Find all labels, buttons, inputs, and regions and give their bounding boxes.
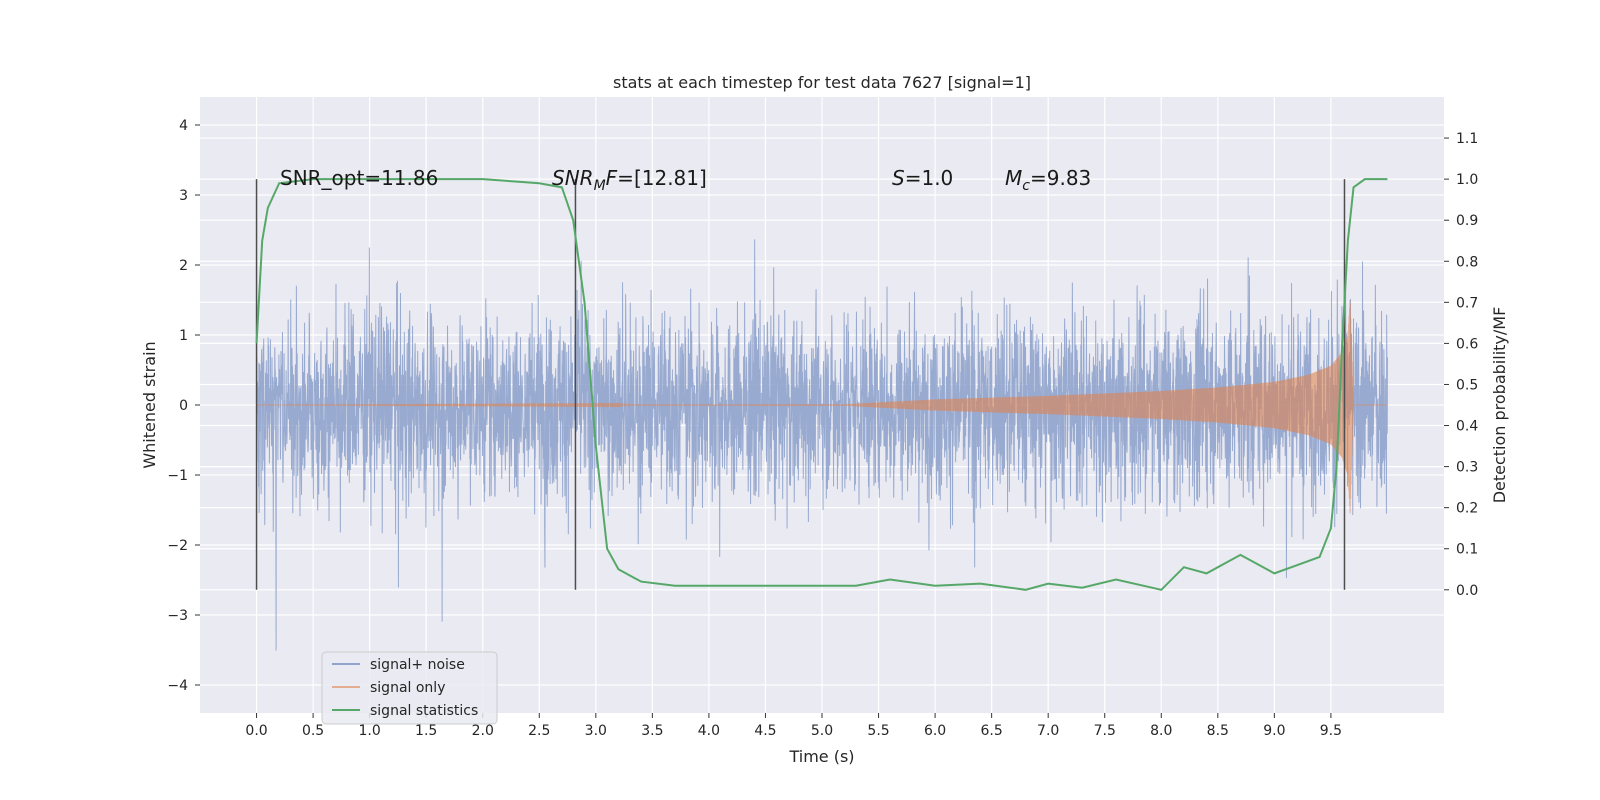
legend-label-stats: signal statistics bbox=[370, 703, 478, 719]
x-tick-label: 7.0 bbox=[1037, 723, 1059, 739]
right-axis-ticks: 0.0 0.1 0.2 0.3 0.4 0.5 0.6 0.7 0.8 0.9 1.0 1.1 bbox=[1444, 131, 1478, 599]
x-axis-ticks: 0.0 0.5 1.0 1.5 2.0 2.5 3.0 3.5 4.0 4.5 5.0 5.5 6.0 6… bbox=[245, 713, 1342, 739]
annotation-s-value: 1.0 bbox=[921, 166, 953, 190]
right-tick-label: 0.5 bbox=[1456, 377, 1478, 393]
x-tick-label: 8.5 bbox=[1207, 723, 1229, 739]
x-tick-label: 8.0 bbox=[1150, 723, 1172, 739]
chart-title: stats at each timestep for test data 762… bbox=[613, 73, 1031, 92]
series-signal-plus-noise bbox=[256, 239, 1388, 651]
right-tick-label: 0.0 bbox=[1456, 583, 1478, 599]
legend-box bbox=[321, 651, 498, 725]
right-tick-label: 0.6 bbox=[1456, 336, 1478, 352]
annotation-mc-value: 9.83 bbox=[1047, 166, 1092, 190]
x-axis-label: Time (s) bbox=[788, 747, 854, 766]
y-tick-label: −4 bbox=[167, 678, 188, 694]
annotation-snr-mf-value: [12.81] bbox=[634, 166, 707, 190]
y-tick-label: −3 bbox=[167, 608, 188, 624]
x-tick-label: 3.5 bbox=[641, 723, 663, 739]
y-axis-label: Whitened strain bbox=[140, 341, 159, 468]
y-tick-label: −1 bbox=[167, 468, 188, 484]
x-tick-label: 1.0 bbox=[359, 723, 381, 739]
x-tick-label: 2.5 bbox=[528, 723, 550, 739]
right-tick-label: 0.8 bbox=[1456, 254, 1478, 270]
x-tick-label: 5.5 bbox=[867, 723, 889, 739]
x-tick-label: 0.5 bbox=[302, 723, 324, 739]
x-tick-label: 6.0 bbox=[924, 723, 946, 739]
y-tick-label: 4 bbox=[179, 118, 188, 134]
y-tick-label: 3 bbox=[179, 188, 188, 204]
y-tick-label: −2 bbox=[167, 538, 188, 554]
annotation-snr-mf: SNRMF=[12.81] bbox=[552, 166, 707, 194]
y-tick-label: 0 bbox=[179, 398, 188, 414]
series-signal-only bbox=[256, 300, 1388, 514]
x-tick-label: 0.0 bbox=[245, 723, 267, 739]
x-tick-label: 2.0 bbox=[472, 723, 494, 739]
right-tick-label: 1.1 bbox=[1456, 131, 1478, 147]
legend-label-signal: signal only bbox=[370, 680, 445, 696]
vertical-markers bbox=[255, 179, 1346, 590]
annotation-mc: Mc=9.83 bbox=[1005, 166, 1091, 194]
x-tick-label: 9.5 bbox=[1320, 723, 1342, 739]
x-tick-label: 4.5 bbox=[754, 723, 776, 739]
right-axis-label: Detection probability/MF bbox=[1490, 307, 1509, 504]
right-tick-label: 0.7 bbox=[1456, 295, 1478, 311]
right-tick-label: 0.4 bbox=[1456, 419, 1478, 435]
x-tick-label: 1.5 bbox=[415, 723, 437, 739]
right-tick-label: 0.2 bbox=[1456, 501, 1478, 517]
x-tick-label: 9.0 bbox=[1263, 723, 1285, 739]
x-tick-label: 5.0 bbox=[811, 723, 833, 739]
x-tick-label: 3.0 bbox=[585, 723, 607, 739]
legend-label-noise: signal+ noise bbox=[370, 657, 465, 673]
legend: signal+ noise signal only signal statist… bbox=[321, 651, 498, 725]
right-tick-label: 1.0 bbox=[1456, 172, 1478, 188]
x-tick-label: 6.5 bbox=[981, 723, 1003, 739]
x-tick-label: 7.5 bbox=[1094, 723, 1116, 739]
y-tick-label: 1 bbox=[179, 328, 188, 344]
right-tick-label: 0.1 bbox=[1456, 542, 1478, 558]
annotation-snr-opt: SNR_opt=11.86 bbox=[280, 166, 438, 190]
x-tick-label: 4.0 bbox=[698, 723, 720, 739]
annotation-s: S=1.0 bbox=[892, 166, 953, 190]
series-signal-statistics bbox=[255, 178, 1388, 591]
y-tick-label: 2 bbox=[179, 258, 188, 274]
right-tick-label: 0.3 bbox=[1456, 460, 1478, 476]
right-tick-label: 0.9 bbox=[1456, 213, 1478, 229]
y-axis-ticks: −4 −3 −2 −1 0 1 2 3 4 bbox=[167, 118, 200, 694]
